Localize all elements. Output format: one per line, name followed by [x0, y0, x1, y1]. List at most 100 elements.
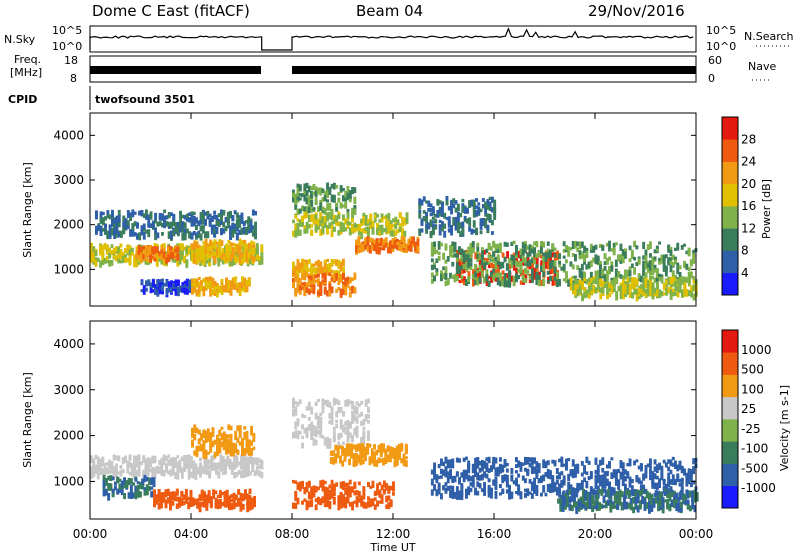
echo-cell-0-562 [227, 240, 231, 244]
echo-cell-0-2583 [619, 254, 623, 261]
echo-cell-0-1388 [328, 222, 332, 229]
echo-cell-1-909 [328, 438, 332, 444]
echo-cell-0-1978 [472, 269, 475, 275]
echo-cell-1-347 [249, 471, 252, 475]
power-colorbar-tick-4: 12 [741, 221, 756, 235]
echo-cell-0-1236 [310, 190, 314, 199]
echo-cell-0-3042 [427, 200, 431, 207]
echo-cell-1-644 [241, 503, 245, 510]
echo-cell-0-634 [99, 217, 103, 223]
echo-cell-0-62 [117, 258, 121, 264]
echo-cell-0-2336 [512, 255, 516, 261]
echo-cell-1-938 [342, 411, 345, 417]
echo-cell-1-493 [164, 489, 168, 496]
echo-cell-0-2211 [460, 275, 464, 279]
echo-cell-1-1585 [526, 468, 530, 477]
echo-cell-1-452 [148, 477, 151, 486]
echo-cell-0-2289 [492, 240, 496, 248]
echo-cell-0-2817 [601, 287, 605, 294]
echo-cell-0-2823 [606, 287, 609, 295]
echo-cell-0-3013 [692, 293, 696, 301]
echo-cell-0-3067 [436, 210, 440, 217]
echo-cell-0-2428 [549, 275, 552, 282]
echo-cell-1-960 [351, 410, 354, 417]
echo-cell-0-3032 [420, 218, 424, 226]
echo-cell-1-1142 [367, 496, 370, 501]
echo-cell-1-866 [312, 441, 316, 446]
echo-cell-0-2292 [494, 256, 498, 262]
echo-cell-1-688 [195, 445, 199, 454]
nsky-trace [89, 27, 694, 51]
echo-cell-0-1212 [301, 193, 304, 198]
echo-cell-1-1427 [458, 477, 461, 485]
echo-cell-0-2013 [485, 258, 489, 265]
echo-cell-0-2670 [658, 257, 661, 261]
echo-cell-0-1124 [220, 278, 224, 283]
echo-cell-1-1125 [355, 496, 359, 505]
echo-cell-1-928 [337, 400, 341, 406]
echo-cell-1-1257 [359, 450, 363, 455]
echo-cell-0-2258 [478, 254, 482, 260]
echo-cell-1-1186 [392, 481, 395, 487]
echo-cell-0-1153 [231, 278, 235, 287]
echo-cell-1-902 [326, 440, 329, 449]
echo-cell-0-2639 [646, 263, 650, 268]
echo-cell-1-1577 [524, 467, 527, 472]
echo-cell-1-1531 [501, 467, 505, 473]
echo-cell-1-28 [101, 460, 105, 467]
echo-cell-0-2446 [558, 278, 561, 287]
echo-cell-0-1297 [342, 204, 345, 208]
echo-cell-1-1138 [362, 489, 366, 497]
echo-cell-0-669 [113, 217, 117, 225]
echo-cell-0-1246 [314, 197, 318, 205]
echo-cell-0-704 [131, 230, 135, 236]
echo-cell-1-833 [294, 407, 298, 416]
echo-cell-0-2576 [614, 268, 618, 273]
echo-cell-1-853 [305, 432, 309, 438]
echo-cell-0-2089 [531, 262, 534, 267]
echo-cell-0-2011 [485, 278, 489, 287]
echo-cell-0-3022 [418, 228, 422, 236]
echo-cell-1-753 [222, 431, 226, 435]
echo-cell-0-2974 [674, 284, 678, 292]
echo-cell-0-2458 [565, 249, 568, 253]
echo-cell-0-2984 [676, 278, 680, 284]
echo-cell-1-664 [248, 504, 252, 511]
echo-cell-1-798 [241, 448, 244, 453]
echo-cell-0-106 [137, 257, 141, 263]
echo-cell-1-840 [298, 431, 302, 435]
echo-cell-0-1173 [243, 288, 247, 293]
echo-cell-1-877 [317, 417, 320, 426]
echo-cell-0-910 [235, 232, 239, 241]
echo-cell-1-13 [94, 454, 98, 460]
echo-cell-0-707 [133, 232, 137, 237]
echo-cell-0-2736 [692, 253, 696, 259]
echo-cell-1-1012 [301, 480, 304, 489]
echo-cell-0-541 [218, 252, 222, 258]
echo-cell-0-994 [161, 288, 164, 295]
echo-cell-0-2833 [612, 282, 616, 288]
echo-cell-1-858 [310, 421, 314, 426]
echo-cell-0-3194 [491, 220, 494, 226]
echo-cell-0-1935 [351, 277, 354, 282]
echo-cell-0-2369 [526, 260, 530, 267]
echo-cell-0-2267 [483, 276, 486, 284]
echo-cell-0-1543 [405, 212, 409, 219]
echo-cell-0-975 [154, 284, 157, 290]
echo-cell-1-1043 [317, 499, 320, 503]
echo-cell-0-2119 [547, 264, 550, 270]
echo-cell-0-522 [209, 239, 213, 246]
echo-cell-0-3142 [468, 226, 472, 232]
echo-cell-1-1584 [526, 457, 530, 465]
echo-cell-0-569 [229, 253, 233, 262]
echo-cell-1-371 [102, 474, 106, 482]
echo-cell-0-564 [227, 256, 231, 262]
echo-cell-1-1697 [574, 470, 577, 478]
echo-cell-0-1511 [389, 223, 393, 231]
echo-cell-0-3068 [436, 199, 440, 206]
echo-cell-0-57 [115, 247, 118, 252]
echo-cell-0-430 [160, 252, 164, 258]
echo-cell-1-591 [216, 494, 220, 499]
echo-cell-1-528 [184, 497, 188, 504]
echo-cell-1-138 [153, 455, 157, 462]
